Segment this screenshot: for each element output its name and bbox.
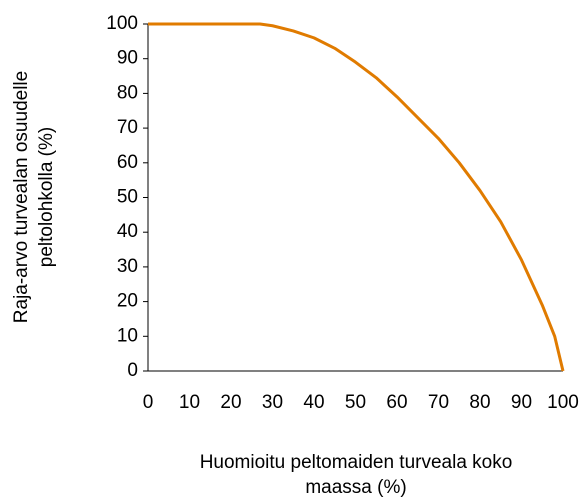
y-tick-label: 10 [117,325,138,346]
data-line [148,22,565,372]
x-axis-label: maassa (%) [305,477,406,498]
x-tick-label: 60 [386,392,407,413]
x-tick-label: 30 [262,392,283,413]
y-axis-label: Raja-arvo turvealan osuudelle [11,71,32,323]
y-tick-label: 90 [117,48,138,69]
y-tick-label: 60 [117,152,138,173]
x-tick-label: 90 [511,392,532,413]
x-tick-label: 80 [469,392,490,413]
x-tick-label: 40 [303,392,324,413]
x-tick-label: 100 [547,392,579,413]
y-tick-label: 40 [117,221,138,242]
y-tick-label: 20 [117,291,138,312]
y-tick-label: 80 [117,82,138,103]
x-tick-label: 20 [220,392,241,413]
x-tick-label: 70 [428,392,449,413]
y-axis-label: peltolohkolla (%) [36,127,57,267]
x-axis-label: Huomioitu peltomaiden turveala koko [200,452,513,473]
y-tick-label: 50 [117,187,138,208]
x-tick-label: 10 [179,392,200,413]
x-tick-label: 0 [143,392,154,413]
y-tick-label: 0 [127,360,138,381]
y-tick-label: 100 [106,13,138,34]
y-tick-label: 70 [117,117,138,138]
y-tick-label: 30 [117,256,138,277]
x-tick-label: 50 [345,392,366,413]
